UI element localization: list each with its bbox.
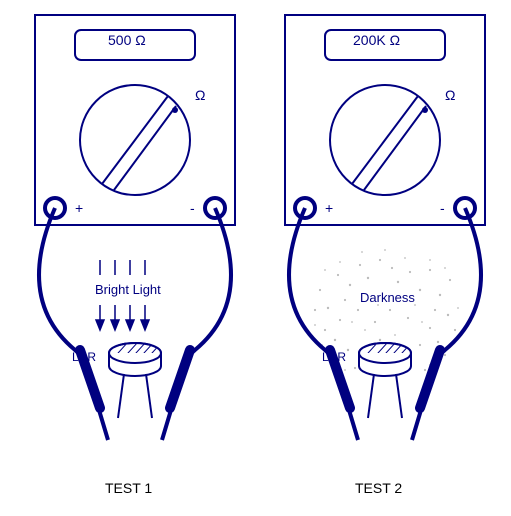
ldr2-label: LDR <box>322 350 346 364</box>
meter1-minus: - <box>190 200 195 216</box>
meter1-value: 500 Ω <box>108 32 146 48</box>
test1-svg: Ω <box>30 10 245 480</box>
ldr1-label: LDR <box>72 350 96 364</box>
condition2-label: Darkness <box>360 290 415 305</box>
diagram-canvas: Ω 500 Ω + - Bright Light LDR TE <box>0 0 511 516</box>
meter2-plus: + <box>325 200 333 216</box>
meter1-plus: + <box>75 200 83 216</box>
meter2-minus: - <box>440 200 445 216</box>
test2-svg: Ω <box>280 10 495 480</box>
svg-text:Ω: Ω <box>445 87 455 103</box>
test2-caption: TEST 2 <box>355 480 402 496</box>
omega-icon: Ω <box>135 32 145 48</box>
test1-caption: TEST 1 <box>105 480 152 496</box>
svg-text:Ω: Ω <box>195 87 205 103</box>
omega-icon: Ω <box>390 32 400 48</box>
meter2-value: 200K Ω <box>353 32 400 48</box>
condition1-label: Bright Light <box>95 282 161 297</box>
